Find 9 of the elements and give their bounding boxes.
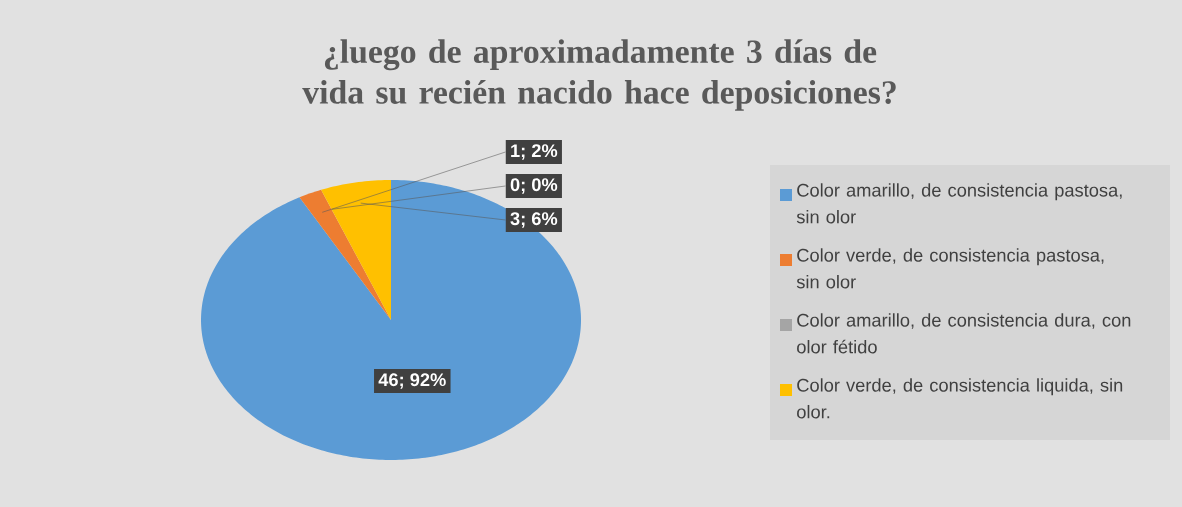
text: 0; 0% (510, 178, 558, 194)
legend-label: Color amarillo, de consistencia dura, con olor fétido (797, 313, 1131, 354)
data-label: 46; 92% (378, 373, 446, 389)
chart-title: ¿luego de aproximadamente 3 días de vida su recién nacido hace deposiciones? (302, 39, 896, 111)
data-label: 3; 6% (510, 212, 558, 228)
data-label: 1; 2% (511, 144, 558, 160)
legend-label: Color verde, de consistencia pastosa, sin olor (796, 248, 1104, 289)
legend-label: Color verde, de consistencia liquida, sin olor. (797, 378, 1123, 419)
legend-label: Color amarillo, de consistencia pastosa, sin olor (796, 183, 1122, 224)
